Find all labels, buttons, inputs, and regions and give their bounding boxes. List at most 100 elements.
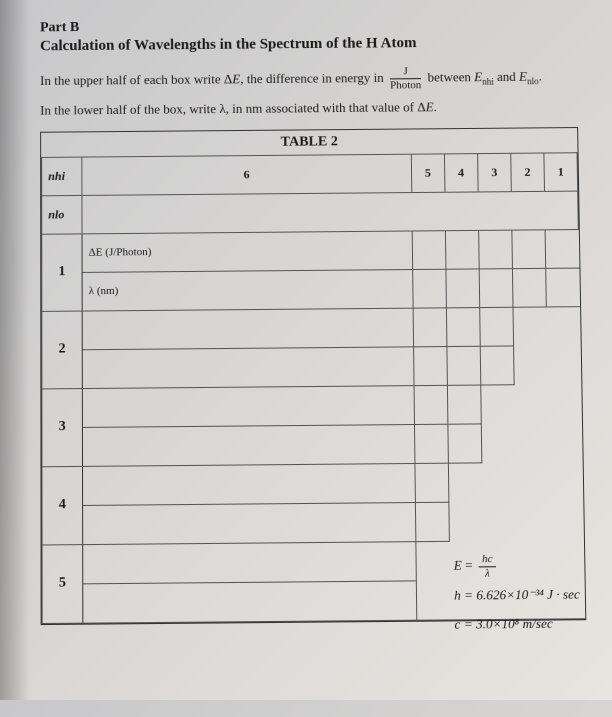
cell	[512, 230, 546, 269]
empty	[449, 502, 483, 541]
empty	[546, 306, 580, 345]
nhi-text: nhi	[48, 169, 65, 183]
instr1-and: and	[494, 69, 520, 84]
empty	[549, 462, 583, 501]
cell	[413, 308, 447, 347]
empty	[445, 192, 479, 231]
cell	[414, 424, 448, 463]
nlo-label: nlo	[42, 195, 82, 234]
page-title: Calculation of Wavelengths in the Spectr…	[40, 34, 577, 56]
cell	[415, 502, 449, 541]
frac-den: Photon	[390, 79, 421, 91]
cell	[480, 346, 514, 385]
instr1-nhi-sub: nhi	[482, 75, 494, 90]
nlo-text: nlo	[48, 207, 64, 221]
cell	[446, 269, 480, 308]
col-header-3: 3	[477, 153, 511, 192]
cell	[480, 307, 514, 346]
cell	[448, 424, 482, 463]
cell	[415, 463, 449, 502]
cell	[445, 230, 479, 269]
eq1-lhs: E	[454, 557, 462, 573]
eq1-den: λ	[479, 567, 496, 580]
cell	[83, 581, 417, 623]
cell	[82, 347, 413, 389]
empty	[478, 191, 512, 230]
cell	[478, 230, 512, 269]
cell	[82, 308, 413, 350]
cell	[479, 268, 513, 307]
cell	[83, 463, 416, 505]
cell	[412, 269, 446, 308]
col-header-6: 6	[82, 154, 412, 195]
eq1-num: hc	[479, 554, 496, 568]
empty	[411, 192, 445, 231]
col-header-2: 2	[511, 153, 545, 192]
cell	[545, 229, 579, 268]
row-label-1: 1	[42, 234, 82, 312]
constants-block: E = hcλ h = 6.626×10⁻³⁴ J · sec c = 3.0×…	[454, 550, 581, 640]
cell	[512, 268, 546, 307]
empty	[416, 541, 450, 581]
eq1-eq: =	[462, 557, 476, 573]
empty	[516, 501, 550, 540]
empty	[416, 580, 450, 620]
empty	[547, 345, 581, 384]
row-label-4: 4	[42, 466, 83, 545]
empty	[448, 463, 482, 502]
cell	[83, 541, 416, 583]
cell	[447, 385, 481, 424]
eq-E: E = hcλ	[454, 550, 580, 581]
empty	[481, 423, 515, 462]
empty	[548, 423, 582, 462]
col-header-1: 1	[544, 153, 578, 192]
cell	[412, 230, 446, 269]
row-label-3: 3	[42, 388, 83, 466]
instr1-mid: , the difference in energy in	[240, 70, 387, 86]
instr2-end: .	[434, 99, 437, 114]
cell	[446, 307, 480, 346]
cell	[82, 385, 414, 427]
part-label: Part B	[40, 16, 577, 37]
fraction-j-photon: JPhoton	[390, 66, 422, 91]
empty	[482, 462, 516, 501]
cell	[83, 502, 416, 544]
empty	[511, 191, 545, 230]
cell	[414, 385, 448, 424]
empty	[481, 385, 515, 424]
nhi-label: nhi	[42, 157, 82, 196]
cell-lambda-label: λ (nm)	[82, 269, 413, 311]
instruction-1: In the upper half of each box write ΔE, …	[40, 65, 577, 95]
eq1-frac: hcλ	[479, 554, 496, 580]
col-header-5: 5	[411, 154, 445, 193]
empty	[549, 501, 583, 540]
empty	[482, 501, 516, 540]
row-label-2: 2	[42, 311, 83, 389]
empty	[515, 462, 549, 501]
col-header-4: 4	[444, 153, 478, 192]
cell	[546, 268, 580, 307]
instruction-2: In the lower half of the box, write λ, i…	[40, 96, 578, 122]
instr1-Enhi: E	[474, 69, 482, 84]
empty	[544, 191, 578, 230]
eq-h: h = 6.626×10⁻³⁴ J · sec	[454, 580, 580, 611]
instr1-Enlo: E	[519, 69, 527, 84]
instr1-E: E	[232, 71, 240, 86]
instr2-pre: In the lower half of the box, write λ, i…	[40, 99, 426, 117]
row-label-5: 5	[42, 544, 83, 623]
eq-c: c = 3.0×10⁸ m/sec	[454, 609, 580, 640]
instr1-nlo-sub: nlo	[527, 74, 539, 89]
empty	[547, 384, 581, 423]
empty	[515, 423, 549, 462]
instr1-pre: In the upper half of each box write Δ	[40, 71, 232, 88]
cell	[82, 424, 414, 466]
empty	[514, 384, 548, 423]
instr1-end: .	[538, 69, 541, 84]
instr1-between: between	[424, 69, 474, 84]
cell	[447, 346, 481, 385]
empty	[513, 345, 547, 384]
empty	[513, 307, 547, 346]
frac-num: J	[390, 66, 421, 79]
cell-deltaE-label: ΔE (J/Photon)	[82, 231, 412, 272]
cell	[413, 346, 447, 385]
